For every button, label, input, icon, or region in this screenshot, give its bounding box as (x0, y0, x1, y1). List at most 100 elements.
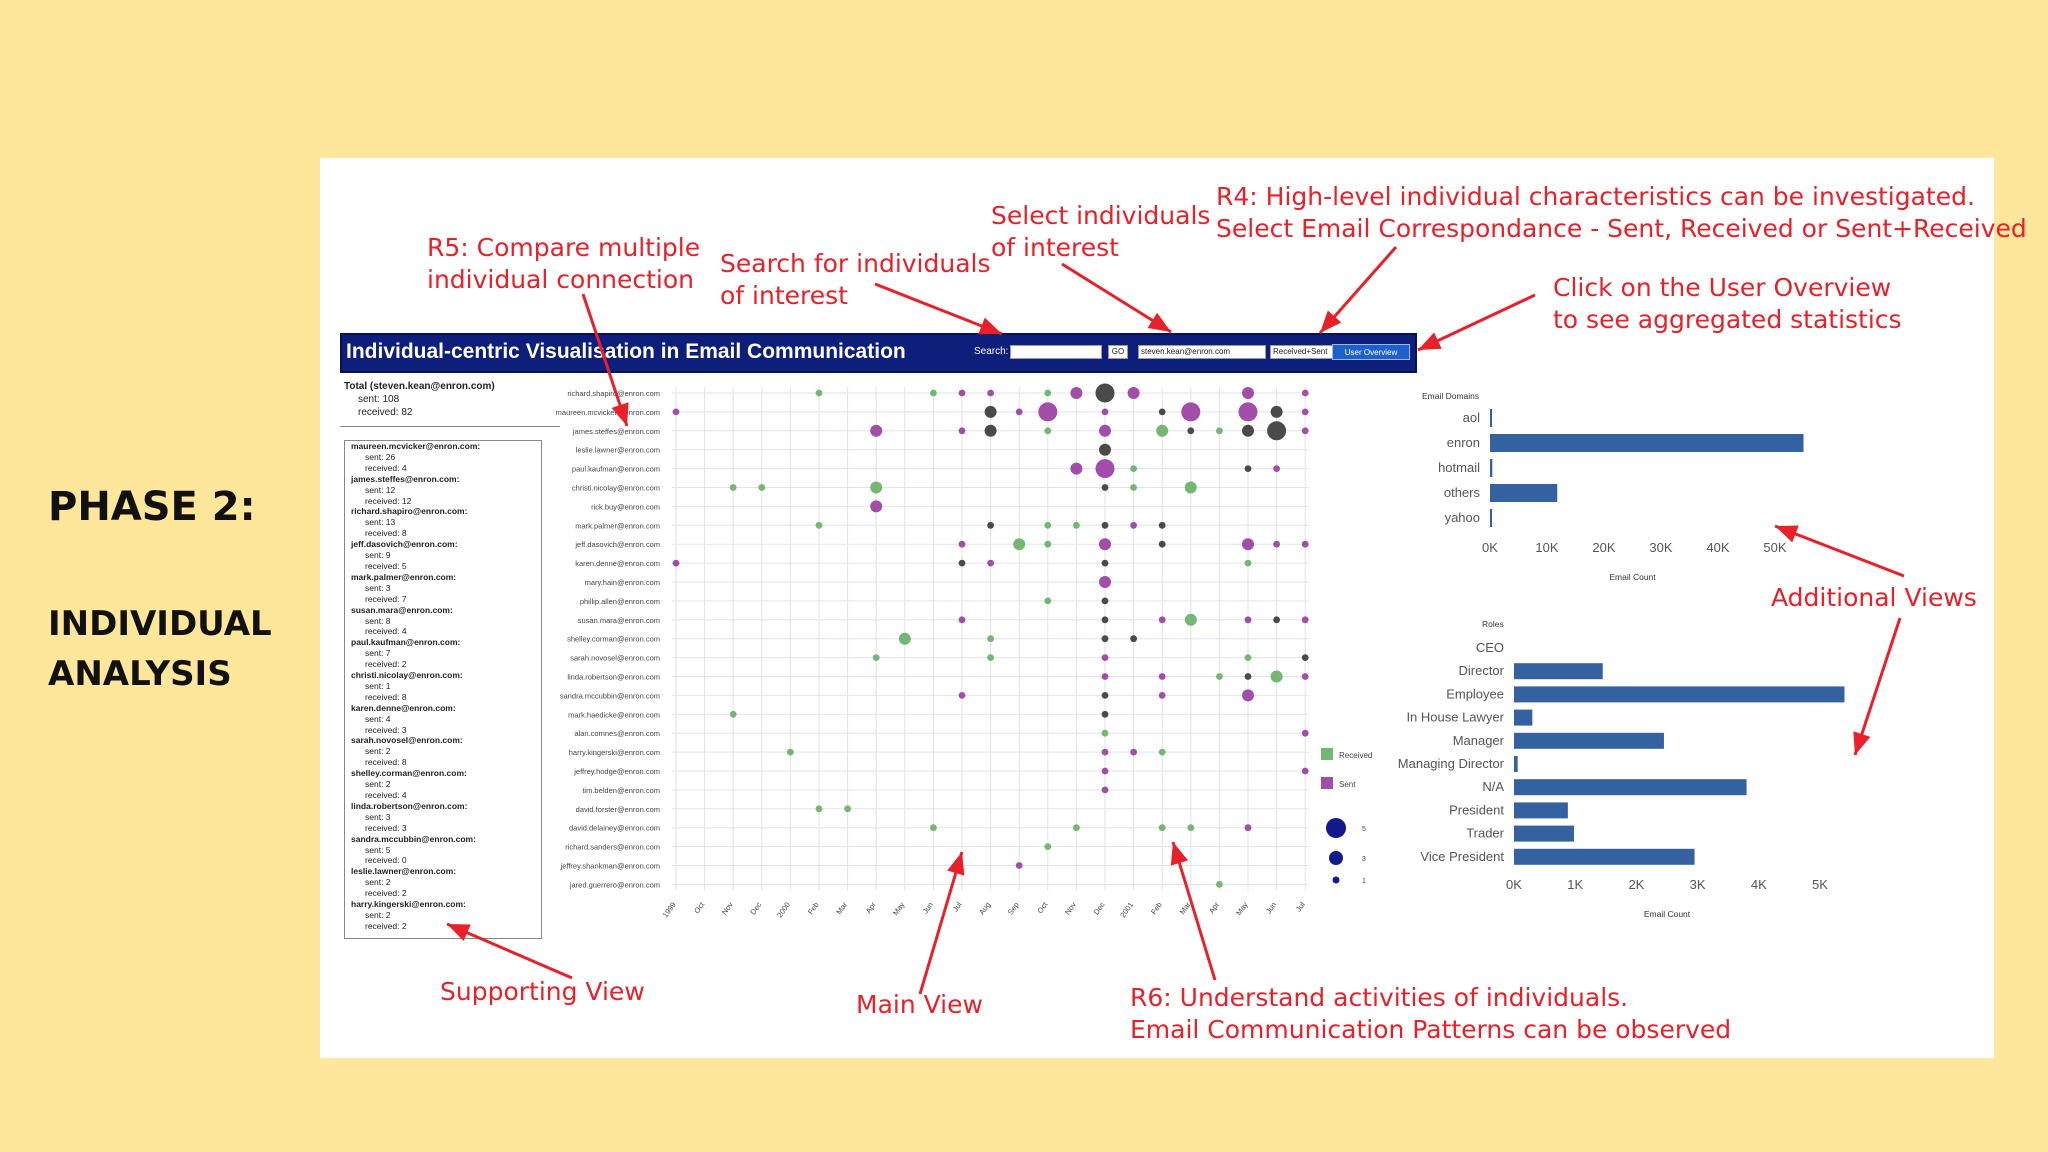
category-label: CEO (1476, 640, 1504, 655)
bubble (1301, 673, 1309, 680)
bubble (1101, 408, 1109, 416)
person-label: shelley.corman@enron.com (567, 635, 660, 644)
month-label: Apr (1207, 900, 1221, 915)
contact-sent: sent: 2 (365, 746, 391, 757)
contact-entry[interactable]: sarah.novosel@enron.com: sent: 2 received:… (345, 735, 541, 768)
contact-email: susan.mara@enron.com: (351, 604, 453, 615)
contact-entry[interactable]: leslie.lawner@enron.com: sent: 2 received:… (345, 866, 541, 899)
annotation-additional-views: Additional Views (1771, 583, 1977, 612)
bar (1490, 459, 1493, 477)
bubble (870, 481, 883, 494)
bubble (870, 424, 883, 437)
tick-label: 1K (1567, 877, 1583, 892)
arrow-line (1853, 617, 1902, 756)
contact-entry[interactable]: james.steffes@enron.com: sent: 12 received… (345, 474, 541, 507)
bubble (1101, 635, 1109, 643)
arrow-line (581, 293, 629, 427)
annotation-r5: R5: Compare multiple individual connectio… (427, 233, 701, 294)
user-overview-button[interactable]: User Overview (1332, 344, 1410, 360)
bubble (1158, 692, 1166, 699)
contact-sent: sent: 8 (365, 615, 391, 626)
bubble (872, 654, 880, 661)
contact-received: received: 4 (365, 790, 407, 800)
bubble (1270, 670, 1283, 683)
bubble (1158, 540, 1166, 548)
bubble (1216, 881, 1223, 888)
arrow-line (874, 282, 1003, 336)
annotation-r4: R4: High-level individual characteristic… (1216, 182, 2027, 243)
contact-sent: sent: 2 (365, 909, 391, 920)
month-label: Oct (692, 900, 707, 915)
bubble (987, 654, 994, 661)
contact-email: maureen.mcvicker@enron.com: (351, 441, 481, 451)
contact-entry[interactable]: mark.palmer@enron.com: sent: 3 received: 7 (345, 572, 541, 605)
bubble (898, 632, 911, 645)
contact-entry[interactable]: jeff.dasovich@enron.com: sent: 9 received:… (345, 539, 541, 572)
bar (1490, 484, 1558, 502)
bubble (844, 805, 851, 813)
annotation-r6: R6: Understand activities of individuals… (1130, 983, 1732, 1044)
contact-entry[interactable]: susan.mara@enron.com: sent: 8 received: 4 (345, 605, 541, 638)
legend-sent-label: Sent (1339, 780, 1356, 789)
screenshot-panel: R5: Compare multiple individual connectio… (320, 158, 2027, 1058)
bubble (1158, 408, 1166, 416)
bar (1514, 686, 1845, 703)
app-header: Individual-centric Visualisation in Emai… (340, 333, 1417, 373)
month-label: Nov (1063, 900, 1078, 916)
month-label: Jul (951, 900, 964, 913)
contact-sent: sent: 4 (365, 713, 391, 724)
visualization-canvas: richard.shapiro@enron.com maureen.mcvicke… (446, 246, 1905, 995)
contact-entry[interactable]: christi.nicolay@enron.com: sent: 1 receive… (345, 670, 541, 703)
bar (1514, 779, 1747, 796)
category-label: Manager (1453, 733, 1505, 748)
legend-received-label: Received (1339, 751, 1372, 760)
search-input[interactable] (1010, 345, 1102, 359)
supporting-view-list[interactable]: maureen.mcvicker@enron.com: sent: 26 recei… (344, 440, 542, 939)
bubble (1099, 538, 1111, 551)
annotation-main-view: Main View (856, 990, 983, 1019)
legend-size-circle (1326, 818, 1346, 838)
contact-entry[interactable]: karen.denne@enron.com: sent: 4 received: 3 (345, 703, 541, 736)
bubble (1101, 654, 1109, 661)
contact-entry[interactable]: linda.robertson@enron.com: sent: 3 receive… (345, 801, 541, 834)
contact-entry[interactable]: harry.kingerski@enron.com: sent: 2 receive… (345, 899, 541, 932)
contact-entry[interactable]: sandra.mccubbin@enron.com: sent: 5 receive… (345, 834, 541, 867)
contact-entry[interactable]: shelley.corman@enron.com: sent: 2 received… (345, 768, 541, 801)
contact-entry[interactable]: maureen.mcvicker@enron.com: sent: 26 recei… (345, 441, 541, 474)
contact-received: received: 3 (365, 724, 407, 735)
bubble (987, 559, 994, 567)
bubble (1273, 616, 1280, 624)
bubble (1099, 576, 1111, 588)
annotation-arrows (446, 246, 1905, 995)
bubble (1270, 405, 1283, 418)
bubble (1242, 689, 1254, 702)
go-button[interactable]: GO (1108, 345, 1128, 359)
contact-received: received: 12 (365, 495, 412, 506)
month-label: Jul (1294, 900, 1307, 913)
legend-sent-swatch (1321, 777, 1333, 789)
contact-sent: sent: 2 (365, 779, 391, 790)
bubble (1073, 824, 1080, 832)
legend-size-label: 5 (1362, 826, 1366, 833)
month-label: 2001 (1118, 900, 1135, 919)
contact-sent: sent: 13 (365, 517, 396, 528)
month-label: May (1234, 900, 1250, 917)
bar (1514, 825, 1574, 842)
total-sent: sent: 108 (358, 394, 400, 405)
arrow-head (447, 924, 471, 941)
contact-entry[interactable]: paul.kaufman@enron.com: sent: 7 received: … (345, 637, 541, 670)
user-select[interactable]: steven.kean@enron.com (1138, 345, 1266, 359)
roles-chart: Roles CEO Director Employee In House Lawyer M… (1398, 619, 1845, 919)
main-view-legend: Received Sent 5 3 1 (1321, 748, 1372, 885)
bubble (1244, 616, 1252, 624)
tick-label: 4K (1751, 877, 1767, 892)
month-label: 1999 (661, 900, 678, 919)
category-label: Vice President (1420, 849, 1504, 864)
arrow-head (611, 402, 629, 426)
arrow-line (1171, 841, 1217, 981)
contact-email: leslie.lawner@enron.com: (351, 866, 457, 877)
person-label: jeffrey.hodge@enron.com (573, 767, 660, 776)
month-label: Aug (977, 900, 992, 916)
contact-entry[interactable]: richard.shapiro@enron.com: sent: 13 receiv… (345, 506, 541, 539)
bubble (1242, 387, 1254, 399)
